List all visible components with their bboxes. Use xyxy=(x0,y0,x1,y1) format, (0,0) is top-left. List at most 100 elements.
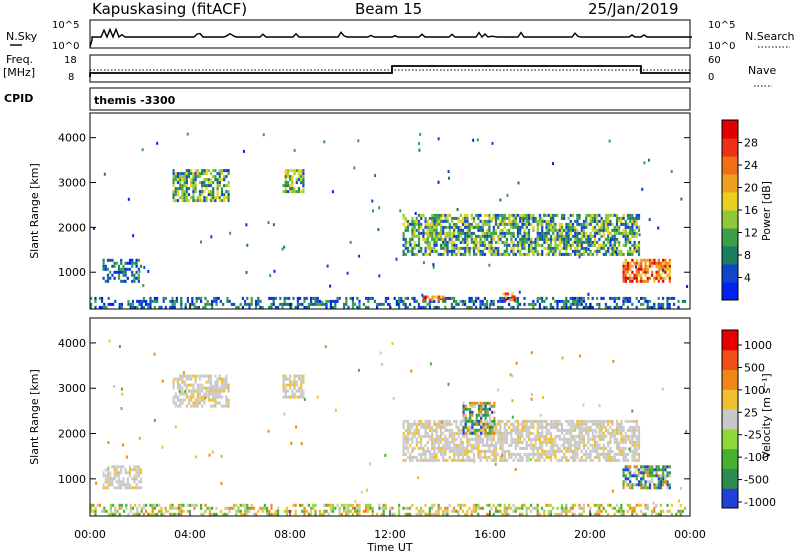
echo-cell xyxy=(444,458,447,462)
echo-cell xyxy=(244,506,247,510)
echo-cell xyxy=(494,249,498,253)
echo-cell xyxy=(569,449,572,453)
echo-cell xyxy=(266,512,269,516)
echo-cell xyxy=(501,228,504,232)
echo-cell xyxy=(549,440,553,444)
echo-cell xyxy=(413,252,416,256)
echo-cell xyxy=(530,509,533,513)
echo-cell xyxy=(549,443,553,447)
echo-cell xyxy=(196,169,199,173)
echo-cell xyxy=(472,243,476,247)
echo-cell xyxy=(393,512,396,516)
echo-cell xyxy=(475,434,478,438)
nsky-line xyxy=(89,27,692,48)
echo-cell xyxy=(512,243,515,247)
echo-cell xyxy=(182,371,185,375)
echo-cell xyxy=(358,509,361,513)
echo-cell xyxy=(171,506,174,510)
echo-cell xyxy=(662,471,665,475)
echo-cell xyxy=(218,377,221,381)
echo-cell xyxy=(444,216,447,220)
echo-cell xyxy=(483,222,487,226)
echo-cell xyxy=(104,468,107,472)
echo-cell xyxy=(659,468,663,472)
echo-cell xyxy=(626,458,630,462)
echo-cell xyxy=(571,234,575,238)
echo-cell xyxy=(488,240,491,244)
cpid-panel-frame xyxy=(89,87,691,111)
echo-cell xyxy=(226,512,229,516)
echo-cell xyxy=(552,425,555,429)
echo-cell xyxy=(431,452,434,456)
echo-cell xyxy=(284,377,287,381)
echo-cell xyxy=(117,465,121,469)
echo-cell xyxy=(494,440,498,444)
echo-cell xyxy=(461,452,465,456)
echo-cell xyxy=(657,258,660,262)
echo-cell xyxy=(181,187,184,191)
echo-cell xyxy=(95,481,98,485)
echo-cell xyxy=(508,425,511,429)
echo-cell xyxy=(137,267,140,271)
echo-cell xyxy=(527,455,531,459)
echo-cell xyxy=(162,296,165,300)
echo-cell xyxy=(655,483,658,487)
echo-cell xyxy=(670,170,673,173)
echo-cell xyxy=(580,228,583,232)
echo-cell xyxy=(420,246,423,250)
echo-cell xyxy=(411,228,414,232)
echo-cell xyxy=(439,506,442,510)
echo-cell xyxy=(664,270,667,274)
echo-cell xyxy=(547,449,550,453)
echo-cell xyxy=(668,264,671,268)
echo-cell xyxy=(426,431,429,435)
echo-cell xyxy=(560,437,564,441)
echo-cell xyxy=(284,190,287,194)
echo-cell xyxy=(428,243,432,247)
echo-cell xyxy=(205,184,208,188)
echo-cell xyxy=(479,428,482,432)
echo-cell xyxy=(422,434,425,438)
echo-cell xyxy=(598,404,601,408)
echo-cell xyxy=(215,512,218,516)
echo-cell xyxy=(591,213,594,217)
echo-cell xyxy=(596,296,599,300)
echo-cell xyxy=(479,234,482,238)
echo-cell xyxy=(126,276,129,280)
echo-cell xyxy=(400,296,403,300)
echo-cell xyxy=(124,279,127,283)
echo-cell xyxy=(293,386,296,390)
echo-cell xyxy=(525,422,528,426)
echo-cell xyxy=(284,175,287,179)
y-tick-label: 2000 xyxy=(58,221,86,234)
echo-cell xyxy=(574,225,577,229)
echo-cell xyxy=(578,237,581,241)
echo-cell xyxy=(209,184,213,188)
echo-cell xyxy=(435,240,438,244)
echo-cell xyxy=(248,302,251,306)
echo-cell xyxy=(288,296,291,300)
nave-label: Nave xyxy=(748,64,776,77)
echo-cell xyxy=(137,276,140,280)
echo-cell xyxy=(105,305,108,309)
echo-cell xyxy=(530,240,533,244)
echo-cell xyxy=(501,437,504,441)
echo-cell xyxy=(104,486,107,490)
echo-cell xyxy=(435,225,438,229)
echo-cell xyxy=(536,434,539,438)
echo-cell xyxy=(662,276,665,280)
echo-cell xyxy=(446,440,449,444)
echo-cell xyxy=(435,512,438,516)
echo-cell xyxy=(220,389,224,393)
echo-cell xyxy=(488,246,491,250)
echo-cell xyxy=(442,449,445,453)
echo-cell xyxy=(457,249,460,253)
echo-cell xyxy=(484,401,487,405)
echo-cell xyxy=(646,480,649,484)
echo-cell xyxy=(563,234,566,238)
echo-cell xyxy=(461,216,465,220)
echo-cell xyxy=(629,231,632,235)
echo-cell xyxy=(354,506,357,510)
echo-cell xyxy=(525,452,528,456)
echo-cell xyxy=(448,422,451,426)
